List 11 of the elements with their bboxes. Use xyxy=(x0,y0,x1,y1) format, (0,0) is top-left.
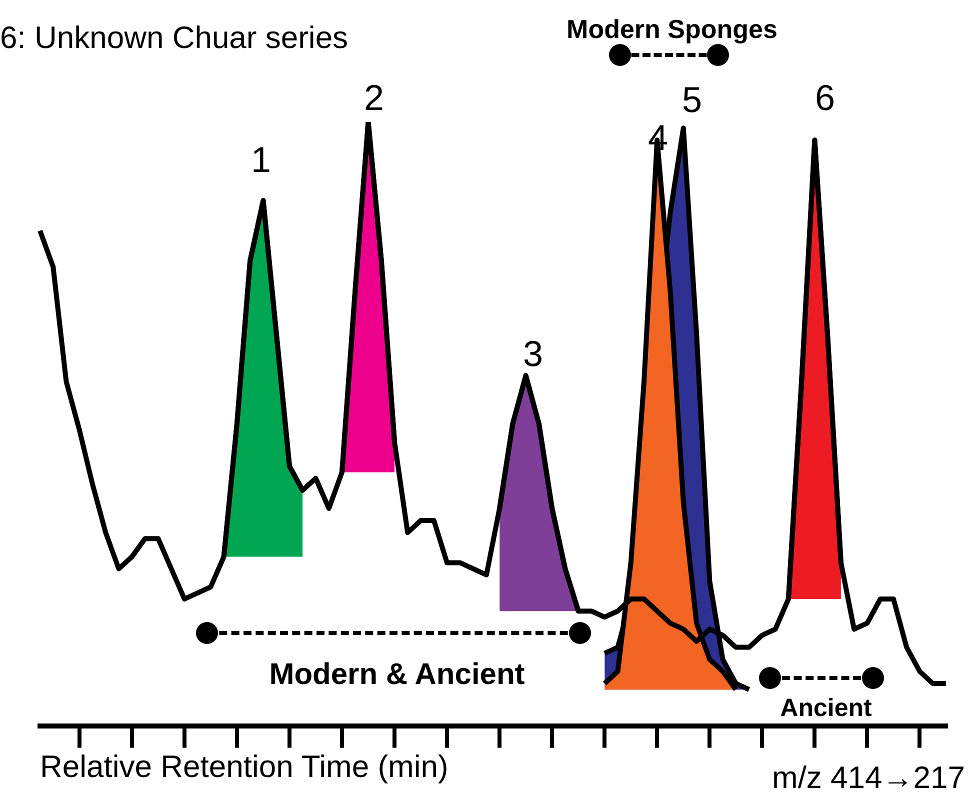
text: Modern Sponges xyxy=(566,14,778,44)
text: 6: Unknown Chuar series xyxy=(0,20,348,55)
text: 5 xyxy=(682,79,702,120)
annotation: 1 xyxy=(250,139,272,180)
text: 6 xyxy=(814,77,836,118)
annotation: Ancient xyxy=(780,694,872,722)
text: 2 xyxy=(364,77,384,118)
annotation: Modern & Ancient xyxy=(269,658,525,691)
text: m/z 414→217 xyxy=(772,760,965,795)
x-axis-title: Relative Retention Time (min) xyxy=(40,748,448,784)
annotation: 3 xyxy=(522,333,544,374)
